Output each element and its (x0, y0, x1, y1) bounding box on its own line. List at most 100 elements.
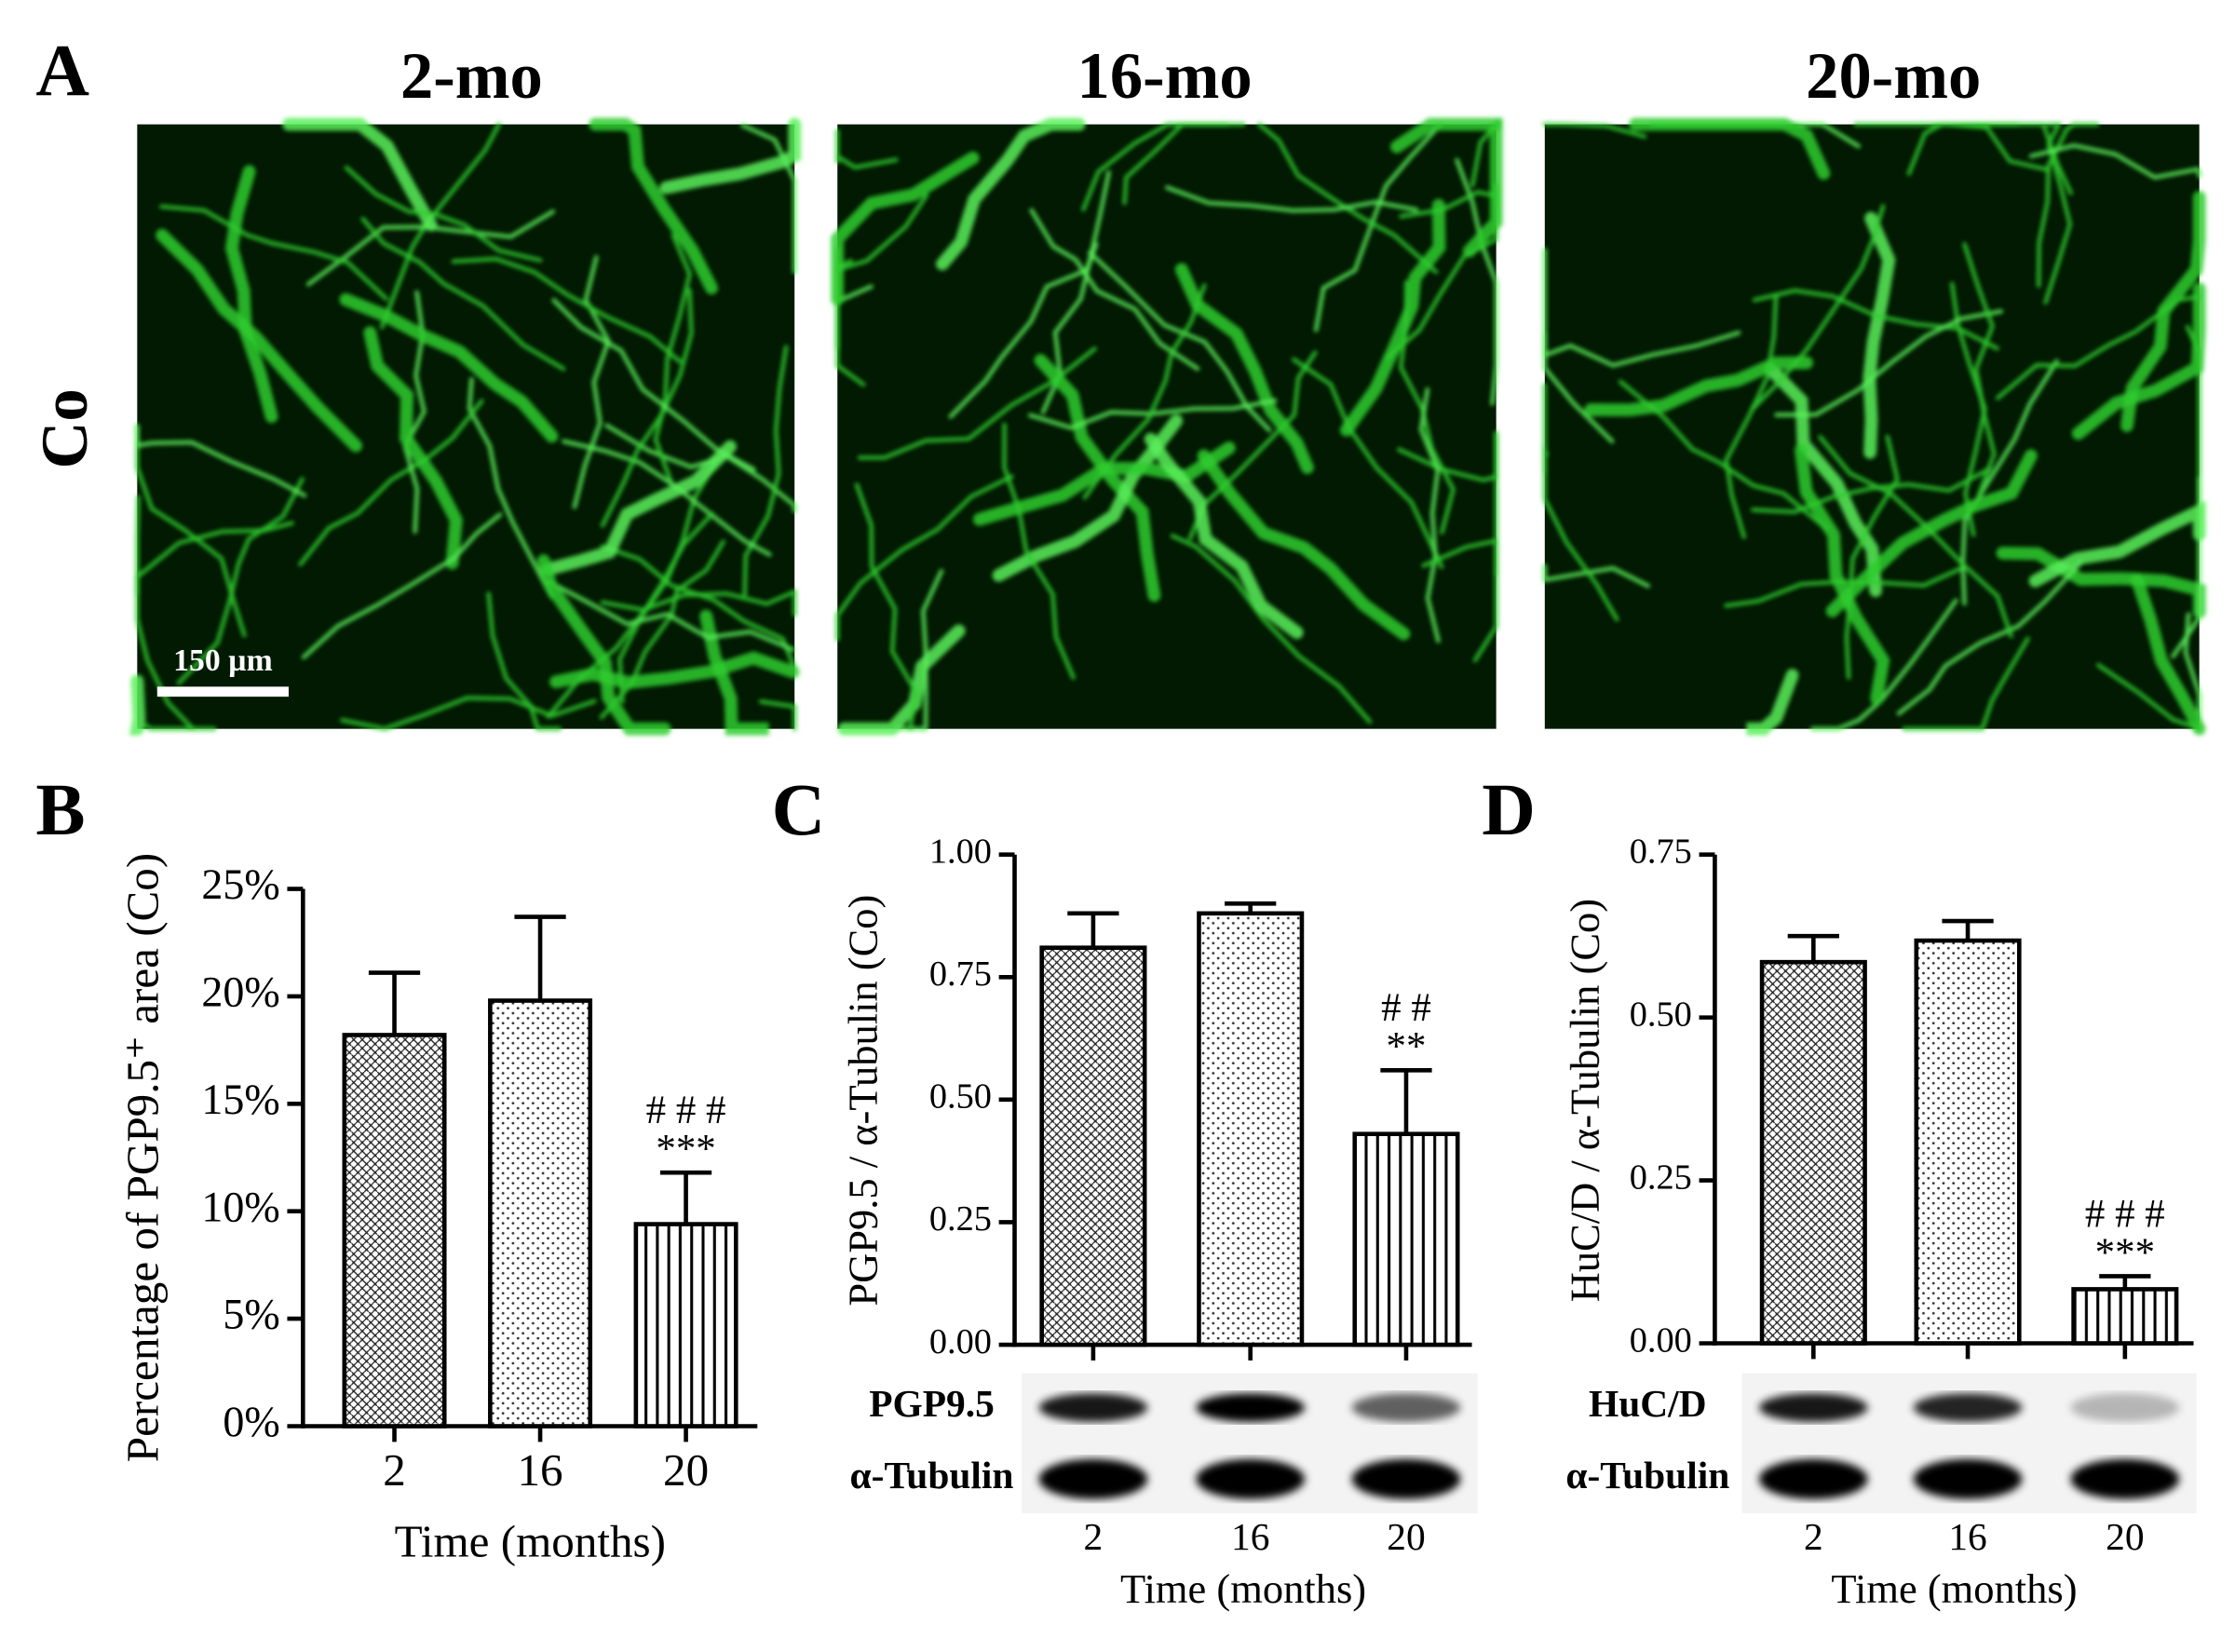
y-tick-label: 0.75 (1630, 832, 1692, 871)
y-tick-label: 20% (201, 968, 279, 1015)
nerve-fiber (600, 288, 694, 528)
nerve-fiber (1724, 293, 1779, 539)
nerve-fiber (948, 241, 1099, 419)
x-tick-label: 2 (1084, 1515, 1104, 1558)
bar (1039, 945, 1147, 1347)
y-tick-label: 0.75 (929, 955, 992, 994)
nerve-fiber (1164, 185, 1419, 213)
nerve-fiber (363, 326, 463, 570)
nerve-fiber (600, 544, 797, 670)
nerve-fiber (1542, 247, 1615, 444)
bar (1197, 911, 1305, 1347)
fiber-group (129, 117, 802, 736)
nerve-fiber (360, 216, 566, 372)
nerve-fiber (1764, 362, 1882, 598)
bar (342, 1033, 447, 1429)
nerve-fiber (935, 117, 1086, 271)
nerve-fiber (1825, 449, 2038, 617)
x-axis-label: Time (months) (395, 1516, 666, 1567)
x-tick-label: 20 (2106, 1515, 2144, 1558)
nerve-fiber (1029, 208, 1200, 372)
nerve-fiber (1962, 241, 1997, 496)
y-axis-label: PGP9.5 / α-Tubulin (Co) (840, 895, 887, 1307)
y-tick-label: 0.50 (929, 1077, 992, 1117)
nerve-fiber (1542, 442, 1549, 474)
nerve-fiber (1818, 434, 2013, 639)
significance-label: *** (656, 1128, 715, 1171)
scale-bar-label: 150 µm (173, 643, 273, 678)
nerve-fiber (545, 578, 795, 652)
nerve-fiber (562, 439, 772, 557)
significance-label: ** (1386, 1025, 1426, 1069)
nerve-fiber (1170, 534, 1373, 724)
blot-band (1196, 1393, 1306, 1422)
nerve-fiber (2028, 142, 2201, 180)
y-tick-label: 0.25 (929, 1199, 992, 1239)
panel-label: D (1482, 769, 1536, 851)
y-tick-label: 10% (201, 1183, 279, 1230)
fiber-group (831, 117, 1503, 736)
nerve-fiber (659, 117, 802, 195)
blot-band (1196, 1458, 1306, 1499)
nerve-fiber (467, 376, 554, 600)
nerve-fiber (156, 228, 363, 453)
nerve-fiber (2095, 662, 2201, 731)
nerve-fiber (1313, 122, 1443, 332)
nerve-fiber (1862, 211, 1896, 459)
nerve-fiber (894, 568, 944, 731)
nerve-fiber (2171, 476, 2201, 659)
y-tick-label: 1.00 (929, 832, 992, 871)
nerve-fiber (1795, 443, 1890, 706)
blot-label: α-Tubulin (850, 1454, 1014, 1496)
significance-label: # # # (2085, 1192, 2165, 1236)
nerve-fiber (176, 477, 305, 685)
nerve-fiber (135, 494, 196, 731)
nerve-fiber (834, 129, 899, 170)
nerve-fiber (742, 345, 789, 597)
y-axis-label: Percentage of PGP9.5⁺ area (Co) (116, 853, 168, 1462)
nerve-fiber (282, 117, 438, 232)
blot-band (1038, 1458, 1148, 1499)
bar (1914, 938, 2022, 1346)
nerve-fiber (540, 440, 737, 576)
x-axis-label: Time (months) (1831, 1565, 2077, 1612)
bar (2071, 1287, 2179, 1346)
y-tick-label: 0.00 (1630, 1320, 1692, 1360)
nerve-fiber (1938, 122, 2073, 196)
nerve-fiber (2028, 500, 2206, 588)
nerve-fiber (1418, 386, 1441, 643)
panel-label: B (35, 769, 85, 851)
nerve-fiber (699, 609, 776, 736)
x-tick-label: 2 (383, 1444, 406, 1496)
nerve-fiber (600, 588, 797, 617)
nerve-fiber (1002, 422, 1076, 681)
nerve-fiber (854, 482, 919, 731)
nerve-fiber (1752, 288, 1999, 351)
blot-band (1913, 1393, 2023, 1422)
nerve-fiber (135, 424, 307, 498)
nerve-fiber (301, 512, 503, 660)
nerve-fiber (1902, 636, 2030, 731)
significance-label: # # # (646, 1089, 726, 1132)
fiber-group (1542, 117, 2206, 736)
blot-band (1759, 1393, 1868, 1422)
nerve-fiber (142, 723, 217, 731)
nerve-fiber (1774, 308, 2004, 417)
column-title: 20-mo (1806, 40, 1981, 113)
nerve-fiber (159, 204, 388, 301)
nerve-fiber (1291, 357, 1444, 570)
nerve-fiber (135, 521, 294, 596)
y-tick-label: 5% (223, 1291, 279, 1338)
nerve-fiber (572, 254, 611, 509)
bar (488, 998, 593, 1429)
nerve-fiber (129, 674, 146, 736)
blot-label: HuC/D (1589, 1382, 1707, 1425)
blot-band (2070, 1458, 2180, 1499)
significance-label: # # (1381, 986, 1431, 1030)
nerve-fiber (1462, 117, 1503, 258)
panel-label: C (772, 769, 826, 851)
blot-band (1913, 1458, 2023, 1499)
micrographs (129, 117, 2206, 736)
blot-band (2070, 1393, 2180, 1422)
